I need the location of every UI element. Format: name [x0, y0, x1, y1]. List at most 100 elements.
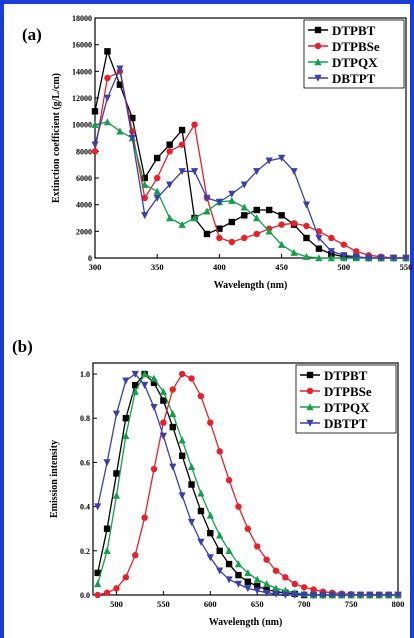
frame-top — [0, 0, 414, 4]
marker — [122, 432, 130, 440]
marker — [178, 141, 186, 148]
marker — [235, 571, 242, 579]
marker — [116, 127, 124, 135]
marker — [203, 194, 211, 202]
marker — [104, 74, 111, 82]
legend-marker — [306, 419, 314, 427]
marker — [385, 591, 393, 599]
marker — [178, 168, 186, 176]
marker — [141, 194, 148, 202]
marker — [150, 465, 158, 473]
marker — [240, 181, 248, 189]
marker — [166, 214, 174, 222]
marker — [254, 582, 261, 590]
marker — [244, 585, 252, 593]
marker — [112, 491, 121, 499]
marker — [94, 591, 101, 599]
marker — [169, 423, 176, 431]
marker — [263, 556, 270, 563]
marker — [128, 134, 136, 142]
marker — [122, 415, 130, 422]
marker — [203, 230, 211, 238]
marker — [265, 157, 273, 165]
marker — [216, 547, 223, 555]
marker — [169, 386, 176, 393]
marker — [272, 567, 280, 574]
marker — [91, 141, 99, 149]
marker — [166, 181, 174, 189]
marker — [169, 463, 177, 471]
legend-label: DTPBT — [332, 23, 376, 38]
marker — [290, 248, 298, 256]
marker — [278, 221, 285, 228]
marker — [402, 254, 410, 262]
marker — [225, 560, 233, 568]
marker — [254, 543, 261, 550]
marker — [131, 370, 139, 378]
marker — [122, 377, 130, 385]
y-tick-label: 14000 — [72, 67, 92, 76]
marker — [228, 196, 236, 204]
marker — [338, 591, 346, 599]
marker — [303, 222, 310, 230]
marker — [103, 118, 112, 126]
marker — [282, 574, 289, 581]
marker — [340, 252, 348, 260]
marker — [225, 547, 233, 555]
marker — [207, 419, 214, 426]
marker — [116, 65, 124, 73]
marker — [302, 201, 311, 209]
marker — [159, 432, 167, 440]
marker — [234, 580, 243, 588]
marker — [328, 234, 335, 242]
marker — [228, 238, 236, 246]
legend-label: DTPBSe — [324, 384, 372, 399]
y-tick-label: 0.4 — [80, 503, 90, 512]
marker — [315, 234, 323, 242]
marker — [197, 489, 205, 497]
marker — [240, 203, 248, 211]
marker — [91, 148, 99, 155]
marker — [216, 531, 224, 539]
y-axis-label: Emission intensity — [49, 440, 60, 518]
frame-right — [410, 0, 414, 638]
marker — [281, 591, 289, 599]
marker — [263, 589, 271, 597]
x-tick-label: 750 — [345, 599, 358, 609]
marker — [178, 436, 186, 444]
marker — [278, 154, 286, 162]
marker — [132, 552, 139, 559]
y-tick-label: 18000 — [72, 14, 92, 23]
marker — [278, 212, 285, 219]
marker — [356, 591, 365, 599]
legend-label: DBTPT — [332, 71, 376, 86]
marker — [225, 576, 233, 584]
marker — [190, 168, 199, 176]
marker — [310, 586, 317, 593]
marker — [244, 569, 252, 577]
y-tick-label: 0 — [88, 254, 92, 263]
marker — [197, 392, 205, 400]
y-tick-label: 0.2 — [80, 547, 90, 556]
marker — [241, 234, 248, 242]
x-axis-label: Wavelength (nm) — [214, 280, 288, 291]
marker — [113, 585, 120, 592]
marker — [278, 240, 286, 248]
x-tick-label: 500 — [110, 599, 123, 609]
y-tick-label: 0.0 — [80, 591, 90, 600]
marker — [132, 381, 139, 389]
marker — [153, 187, 161, 195]
marker — [166, 141, 173, 148]
x-tick-label: 700 — [298, 599, 311, 609]
marker — [112, 410, 121, 418]
marker — [290, 220, 298, 227]
marker — [178, 220, 186, 228]
x-tick-label: 550 — [157, 599, 170, 609]
legend-marker — [314, 26, 322, 34]
marker — [160, 397, 167, 404]
x-tick-label: 600 — [204, 599, 217, 609]
legend-label: DBTPT — [324, 416, 368, 431]
marker — [197, 538, 205, 546]
marker — [169, 410, 177, 418]
